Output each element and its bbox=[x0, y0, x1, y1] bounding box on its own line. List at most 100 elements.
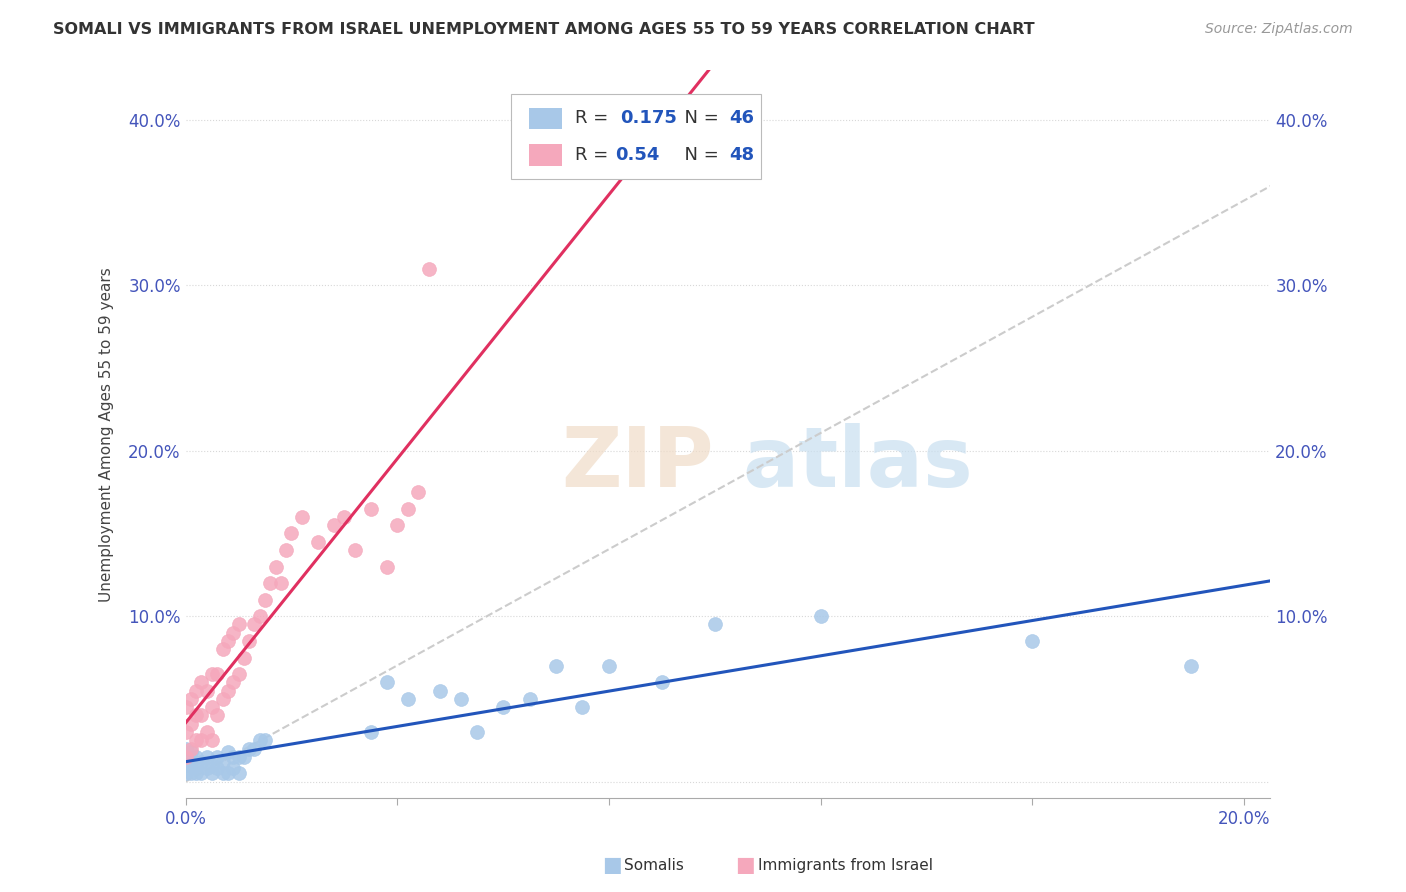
Point bbox=[180, 745, 202, 759]
Text: ■: ■ bbox=[735, 855, 755, 875]
Point bbox=[207, 749, 229, 764]
Point bbox=[270, 576, 292, 591]
Text: atlas: atlas bbox=[742, 423, 973, 504]
Point bbox=[703, 617, 725, 632]
Point bbox=[174, 749, 197, 764]
Point bbox=[180, 716, 202, 731]
Point bbox=[195, 725, 218, 739]
Text: R =: R = bbox=[575, 110, 620, 128]
Point bbox=[207, 667, 229, 681]
Point bbox=[190, 708, 212, 723]
Point bbox=[598, 658, 620, 673]
Point bbox=[450, 692, 472, 706]
Point bbox=[222, 675, 245, 690]
Point bbox=[360, 725, 382, 739]
Point bbox=[465, 725, 488, 739]
Text: ■: ■ bbox=[602, 855, 621, 875]
Point bbox=[211, 755, 233, 769]
Point bbox=[259, 576, 281, 591]
Point bbox=[217, 766, 239, 780]
Point bbox=[217, 683, 239, 698]
Point bbox=[211, 692, 233, 706]
Point bbox=[211, 766, 233, 780]
Point bbox=[228, 766, 250, 780]
Point bbox=[228, 749, 250, 764]
Point bbox=[243, 617, 266, 632]
Point bbox=[544, 658, 567, 673]
Point bbox=[186, 766, 208, 780]
Text: N =: N = bbox=[672, 110, 724, 128]
Point bbox=[190, 755, 212, 769]
Point bbox=[249, 733, 271, 747]
Point bbox=[396, 692, 419, 706]
Point bbox=[180, 692, 202, 706]
Point bbox=[201, 667, 224, 681]
Point bbox=[408, 485, 430, 500]
Text: Immigrants from Israel: Immigrants from Israel bbox=[758, 858, 932, 872]
Text: 0.54: 0.54 bbox=[616, 145, 659, 163]
Point bbox=[174, 741, 197, 756]
Point bbox=[343, 543, 366, 558]
Point bbox=[1180, 658, 1202, 673]
Point bbox=[228, 617, 250, 632]
Text: 0.175: 0.175 bbox=[620, 110, 678, 128]
Point bbox=[228, 667, 250, 681]
Point bbox=[238, 634, 260, 648]
Point bbox=[222, 749, 245, 764]
Point bbox=[571, 700, 593, 714]
Point bbox=[186, 749, 208, 764]
Point bbox=[232, 749, 254, 764]
Point bbox=[195, 749, 218, 764]
Point bbox=[238, 741, 260, 756]
Point bbox=[207, 708, 229, 723]
Point bbox=[1021, 634, 1043, 648]
Point bbox=[519, 692, 541, 706]
Point bbox=[180, 766, 202, 780]
Point bbox=[307, 534, 329, 549]
Point bbox=[253, 592, 276, 607]
Point bbox=[429, 683, 451, 698]
Point bbox=[190, 733, 212, 747]
Point bbox=[201, 733, 224, 747]
Point bbox=[190, 675, 212, 690]
Point bbox=[249, 609, 271, 624]
Point bbox=[396, 501, 419, 516]
FancyBboxPatch shape bbox=[530, 108, 562, 129]
Point bbox=[186, 733, 208, 747]
Text: Somalis: Somalis bbox=[624, 858, 685, 872]
Point bbox=[174, 725, 197, 739]
Point bbox=[418, 261, 440, 276]
Text: 48: 48 bbox=[730, 145, 754, 163]
Point bbox=[201, 700, 224, 714]
Point bbox=[180, 741, 202, 756]
Point bbox=[217, 634, 239, 648]
Text: Source: ZipAtlas.com: Source: ZipAtlas.com bbox=[1205, 22, 1353, 37]
Point bbox=[264, 559, 287, 574]
Point bbox=[186, 758, 208, 772]
Point bbox=[375, 675, 398, 690]
Point bbox=[186, 683, 208, 698]
Point bbox=[360, 501, 382, 516]
Point bbox=[186, 708, 208, 723]
Point bbox=[333, 510, 356, 524]
Point bbox=[217, 745, 239, 759]
Point bbox=[291, 510, 314, 524]
Point bbox=[276, 543, 298, 558]
Point bbox=[810, 609, 832, 624]
Text: N =: N = bbox=[672, 145, 724, 163]
Point bbox=[174, 700, 197, 714]
FancyBboxPatch shape bbox=[510, 94, 761, 179]
Text: 46: 46 bbox=[730, 110, 754, 128]
Point bbox=[222, 761, 245, 775]
Point bbox=[253, 733, 276, 747]
FancyBboxPatch shape bbox=[530, 144, 562, 166]
Point bbox=[232, 650, 254, 665]
Point bbox=[195, 761, 218, 775]
Point bbox=[211, 642, 233, 657]
Point bbox=[201, 758, 224, 772]
Point bbox=[651, 675, 673, 690]
Point bbox=[322, 518, 344, 533]
Text: R =: R = bbox=[575, 145, 614, 163]
Text: ZIP: ZIP bbox=[561, 423, 714, 504]
Y-axis label: Unemployment Among Ages 55 to 59 years: Unemployment Among Ages 55 to 59 years bbox=[100, 267, 114, 601]
